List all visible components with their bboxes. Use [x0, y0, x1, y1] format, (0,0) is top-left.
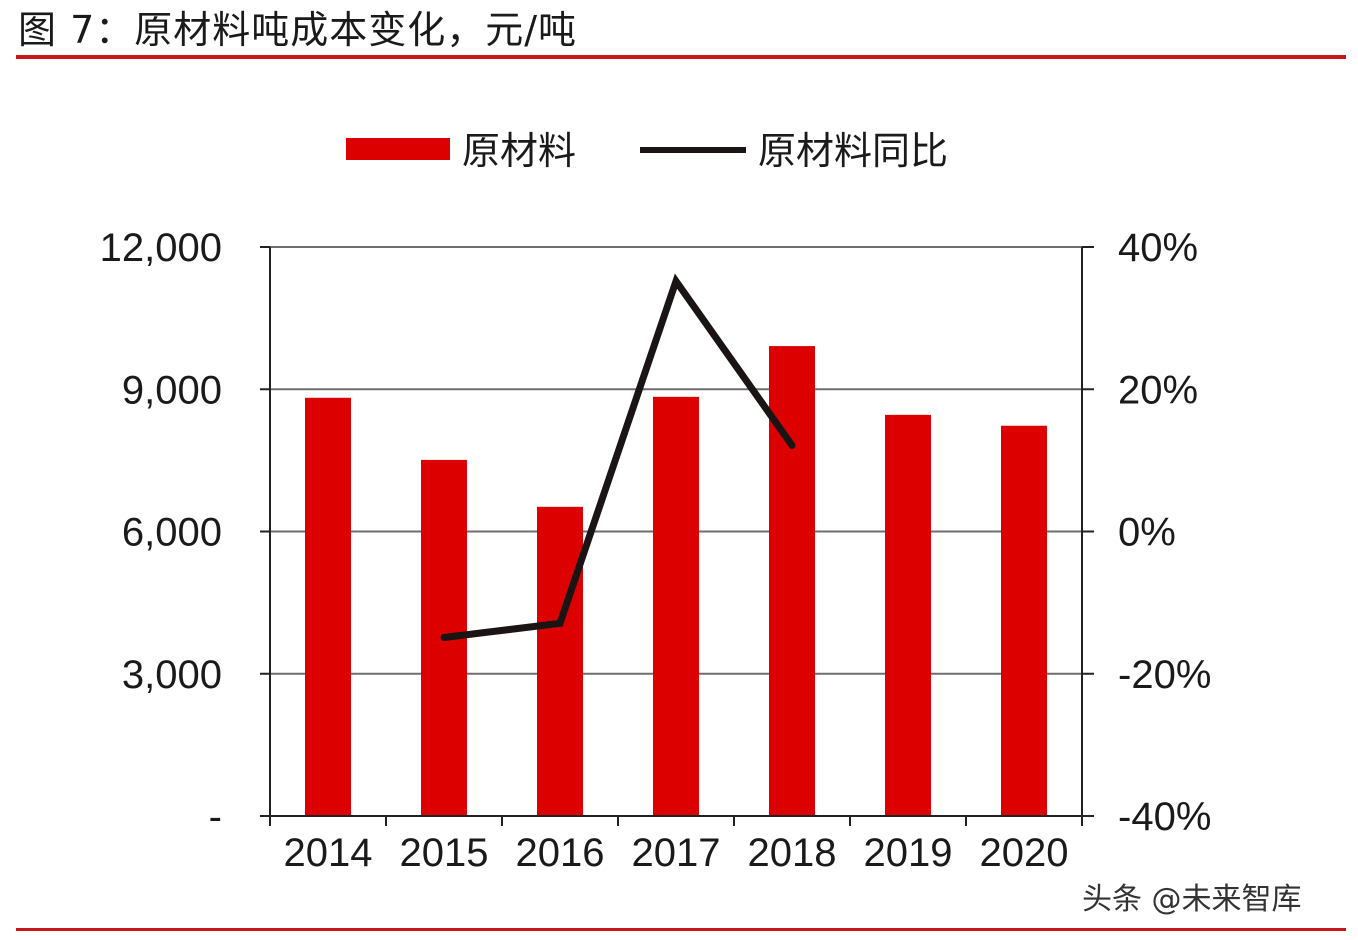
- y-tick-label: -: [209, 795, 222, 839]
- chart-title: 图 7：原材料吨成本变化，元/吨: [18, 8, 578, 52]
- bar-2017: [653, 396, 699, 816]
- bar-2016: [537, 506, 583, 816]
- x-tick-label: 2019: [864, 831, 953, 875]
- legend-label-line: 原材料同比: [758, 131, 948, 173]
- bar-2014: [305, 397, 351, 816]
- legend-swatch-bar: [346, 138, 450, 160]
- y2-tick-label: 0%: [1118, 511, 1176, 555]
- y2-tick-label: 20%: [1118, 368, 1198, 412]
- y2-tick-label: -20%: [1118, 653, 1211, 697]
- yoy-line: [440, 273, 796, 641]
- bar-2020: [1001, 425, 1047, 816]
- bottom-divider: [16, 928, 1346, 931]
- combo-chart: 原材料 原材料同比 - -40% 3,000 -20% 6,000 0% 9,000 20% 1…: [100, 131, 1212, 875]
- axes: [269, 247, 1083, 826]
- x-tick-label: 2016: [516, 831, 605, 875]
- y-tick-label: 9,000: [122, 368, 222, 412]
- legend-label-bar: 原材料: [462, 131, 576, 173]
- y2-tick-label: 40%: [1118, 226, 1198, 270]
- title-divider: [16, 55, 1346, 59]
- bar-series: [305, 346, 1047, 816]
- watermark: 头条 @未来智库: [1082, 882, 1302, 917]
- x-tick-label: 2017: [632, 831, 721, 875]
- bar-2019: [885, 414, 931, 816]
- axis-labels: - -40% 3,000 -20% 6,000 0% 9,000 20% 12,000 40% 20…: [100, 226, 1212, 875]
- line-series: [440, 273, 796, 641]
- y-tick-label: 3,000: [122, 653, 222, 697]
- x-tick-label: 2018: [748, 831, 837, 875]
- y-tick-label: 12,000: [100, 226, 222, 270]
- y2-tick-label: -40%: [1118, 795, 1211, 839]
- y-tick-label: 6,000: [122, 511, 222, 555]
- x-tick-label: 2015: [400, 831, 489, 875]
- x-tick-label: 2014: [284, 831, 373, 875]
- x-tick-label: 2020: [980, 831, 1069, 875]
- chart-legend: 原材料 原材料同比: [346, 131, 948, 173]
